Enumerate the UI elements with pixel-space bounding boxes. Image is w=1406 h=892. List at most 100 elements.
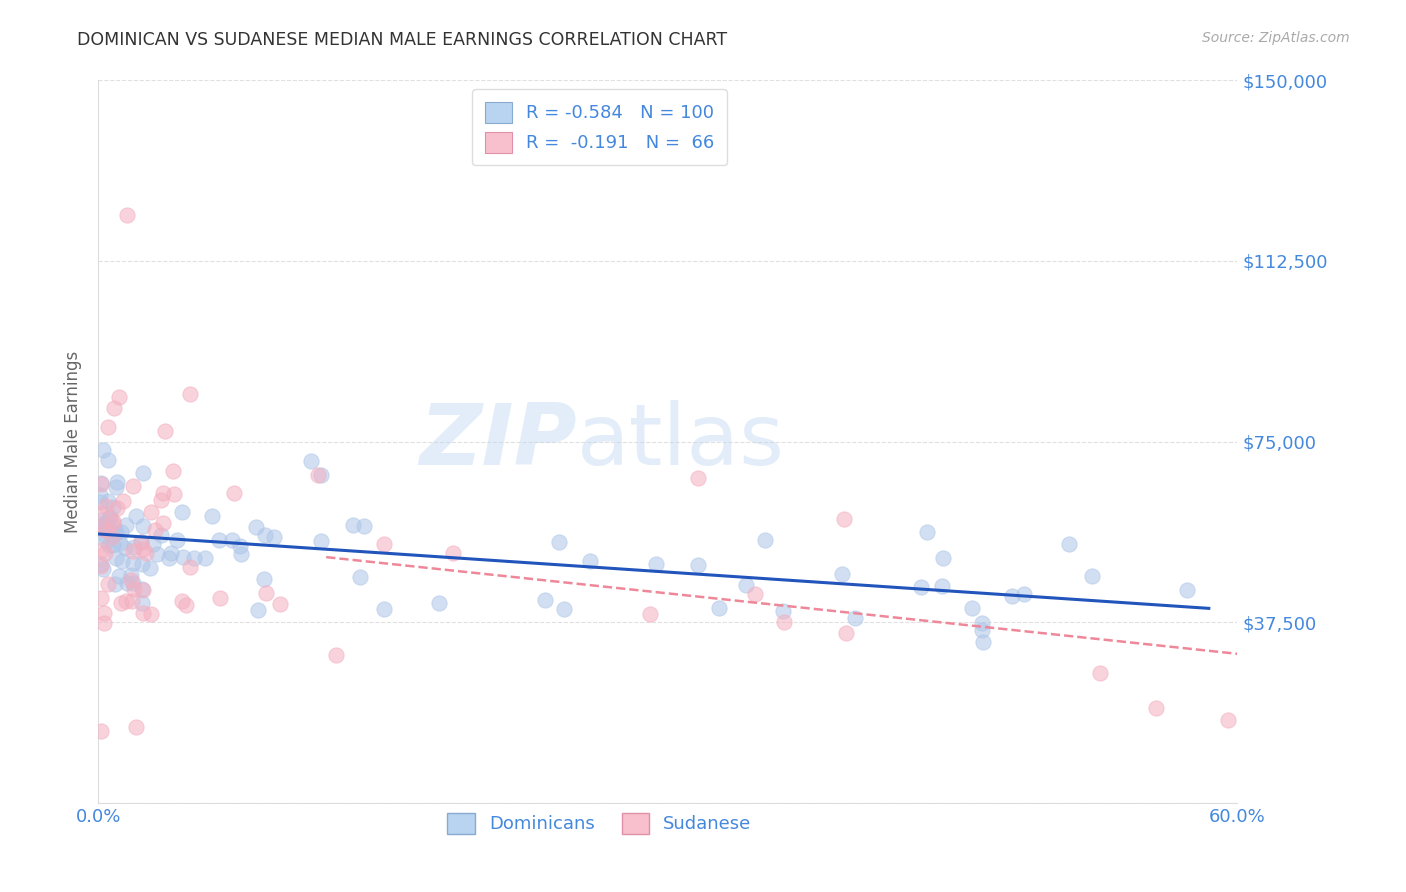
Point xyxy=(735,578,758,592)
Point xyxy=(1012,586,1035,600)
Point xyxy=(122,576,145,591)
Point xyxy=(122,582,145,596)
Point xyxy=(94,546,117,560)
Legend: Dominicans, Sudanese: Dominicans, Sudanese xyxy=(440,805,759,841)
Point xyxy=(94,500,117,514)
Point xyxy=(174,599,197,613)
Point xyxy=(910,580,932,594)
Point xyxy=(125,720,148,734)
Point xyxy=(773,615,796,629)
Point xyxy=(90,506,112,520)
Point xyxy=(121,543,143,558)
Point xyxy=(534,593,557,607)
Point xyxy=(104,525,127,540)
Point xyxy=(90,558,112,572)
Point xyxy=(972,635,994,649)
Point xyxy=(157,550,180,565)
Point xyxy=(309,468,332,483)
Point xyxy=(120,568,142,582)
Point xyxy=(209,591,232,606)
Point xyxy=(373,602,395,616)
Point xyxy=(299,454,322,468)
Point xyxy=(579,554,602,568)
Point xyxy=(307,468,329,483)
Point xyxy=(962,600,984,615)
Point xyxy=(1000,590,1022,604)
Point xyxy=(915,525,938,540)
Point xyxy=(972,616,994,631)
Point xyxy=(163,486,186,500)
Point xyxy=(135,546,157,560)
Point xyxy=(160,546,183,560)
Point xyxy=(129,534,152,549)
Point xyxy=(688,558,710,572)
Point xyxy=(90,517,112,532)
Point xyxy=(131,542,153,557)
Point xyxy=(90,591,112,605)
Point xyxy=(93,606,115,620)
Point xyxy=(97,494,120,508)
Point xyxy=(253,527,276,541)
Text: ZIP: ZIP xyxy=(419,400,576,483)
Point xyxy=(90,476,112,491)
Point xyxy=(105,500,128,515)
Point xyxy=(114,541,136,556)
Point xyxy=(1175,582,1198,597)
Point xyxy=(101,530,124,544)
Point xyxy=(309,534,332,549)
Point xyxy=(931,551,953,566)
Point xyxy=(1059,537,1081,551)
Point xyxy=(132,606,155,620)
Point xyxy=(111,493,134,508)
Point xyxy=(166,533,188,547)
Point xyxy=(231,547,253,561)
Point xyxy=(90,513,112,527)
Point xyxy=(640,607,662,622)
Point xyxy=(179,387,201,401)
Point xyxy=(254,586,277,600)
Point xyxy=(342,517,364,532)
Point xyxy=(96,515,118,529)
Point xyxy=(115,594,138,608)
Point xyxy=(94,517,117,532)
Point xyxy=(94,523,117,537)
Point xyxy=(170,594,193,608)
Point xyxy=(101,516,124,531)
Point xyxy=(547,534,569,549)
Point xyxy=(122,540,145,554)
Point xyxy=(427,597,450,611)
Point xyxy=(132,519,155,533)
Point xyxy=(103,538,125,552)
Point xyxy=(970,624,993,638)
Point xyxy=(90,558,112,573)
Text: Source: ZipAtlas.com: Source: ZipAtlas.com xyxy=(1202,31,1350,45)
Point xyxy=(97,577,120,591)
Point xyxy=(247,603,270,617)
Point xyxy=(122,478,145,492)
Point xyxy=(441,546,464,560)
Point xyxy=(96,534,118,549)
Point xyxy=(1090,665,1112,680)
Point xyxy=(772,604,794,618)
Point xyxy=(162,464,184,478)
Point xyxy=(834,626,856,640)
Point xyxy=(91,562,114,576)
Point xyxy=(201,509,224,524)
Point xyxy=(117,576,139,591)
Point xyxy=(222,486,245,500)
Point xyxy=(263,530,285,544)
Point xyxy=(349,570,371,584)
Y-axis label: Median Male Earnings: Median Male Earnings xyxy=(65,351,83,533)
Point xyxy=(142,537,165,551)
Point xyxy=(93,527,115,541)
Point xyxy=(832,512,855,526)
Point xyxy=(101,515,124,529)
Point xyxy=(153,424,176,438)
Point xyxy=(105,480,128,494)
Point xyxy=(152,486,174,500)
Point xyxy=(194,551,217,566)
Point xyxy=(132,466,155,480)
Point xyxy=(149,527,172,541)
Point xyxy=(90,723,112,738)
Point xyxy=(110,524,132,539)
